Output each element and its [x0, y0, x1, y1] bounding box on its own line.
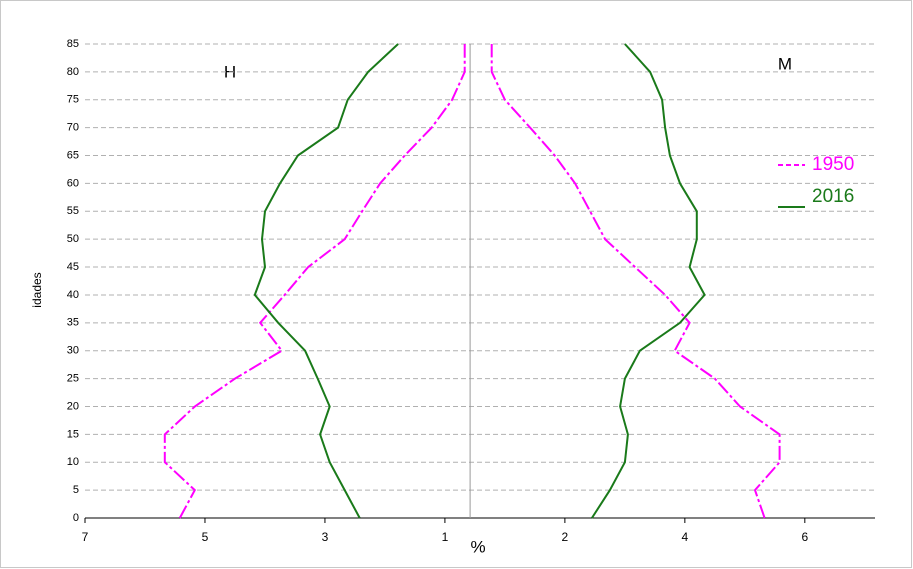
y-tick-label: 30 [67, 345, 79, 357]
y-tick-label: 40 [67, 289, 79, 301]
y-tick-label: 80 [67, 66, 79, 78]
line-left [253, 43, 399, 519]
legend-label: 1950 [812, 154, 854, 175]
legend-label: 2016 [812, 186, 854, 207]
x-tick-label: 4 [682, 530, 689, 544]
y-tick-label: 5 [73, 484, 79, 496]
y-tick-label: 60 [67, 177, 79, 189]
y-tick-label: 55 [67, 205, 79, 217]
y-tick-label: 10 [67, 456, 79, 468]
line-left [163, 44, 466, 519]
x-tick-label: 1 [442, 530, 449, 544]
x-tick-label: 6 [801, 530, 808, 544]
x-tick-label: 7 [82, 530, 89, 544]
y-tick-label: 85 [67, 38, 79, 50]
y-tick-label: 50 [67, 233, 79, 245]
x-tick-label: 3 [322, 530, 329, 544]
y-tick-label: 70 [67, 122, 79, 134]
y-tick-label: 20 [67, 400, 79, 412]
x-tick-label: 5 [202, 530, 209, 544]
right-label: M [778, 54, 792, 73]
x-tick-label: 2 [562, 530, 569, 544]
y-tick-label: 75 [67, 94, 79, 106]
y-tick-label: 35 [67, 317, 79, 329]
x-axis-label: % [470, 537, 485, 556]
y-tick-label: 45 [67, 261, 79, 273]
y-tick-label: 25 [67, 372, 79, 384]
line-right [490, 44, 781, 519]
y-axis-label: idades [30, 272, 44, 307]
y-tick-label: 65 [67, 149, 79, 161]
y-tick-label: 15 [67, 428, 79, 440]
line-right [591, 43, 706, 519]
y-tick-label: 0 [73, 512, 79, 524]
